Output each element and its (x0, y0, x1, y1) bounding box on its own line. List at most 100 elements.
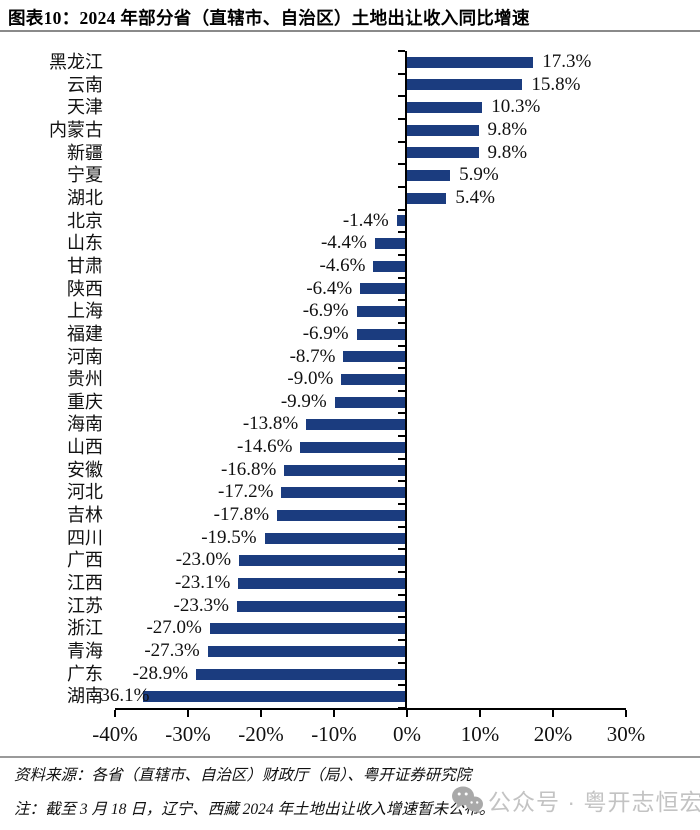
y-axis-tick (398, 684, 405, 687)
y-axis-tick (398, 208, 405, 211)
y-axis-tick (398, 389, 405, 392)
category-label: 黑龙江 (49, 52, 103, 72)
value-label: -16.8% (220, 458, 277, 480)
figure-title: 图表10：2024 年部分省（直辖市、自治区）土地出让收入同比增速 (8, 8, 530, 28)
value-label: 15.8% (531, 73, 581, 95)
bar (343, 351, 407, 363)
x-axis-tick (333, 710, 335, 717)
x-axis-tick-label: -40% (92, 722, 138, 746)
y-axis-tick (398, 593, 405, 596)
category-label: 安徽 (67, 459, 103, 480)
y-axis-tick (398, 344, 405, 347)
y-axis-tick (398, 163, 405, 166)
category-label: 云南 (67, 74, 103, 95)
value-label: -19.5% (201, 526, 257, 548)
bar (407, 79, 523, 91)
bar (356, 328, 407, 340)
x-axis-tick (625, 710, 627, 717)
x-axis-tick (552, 710, 554, 717)
bar (238, 577, 407, 589)
x-axis-tick (114, 710, 116, 717)
bar (236, 600, 407, 612)
value-label: 9.8% (487, 118, 528, 140)
category-label: 宁夏 (67, 165, 103, 186)
value-label: -9.9% (280, 390, 327, 412)
bar (341, 374, 407, 385)
bar (373, 260, 407, 272)
watermark: 公众号 · 粤开志恒宏观 (450, 783, 700, 817)
value-label: -27.3% (144, 640, 200, 662)
y-axis-tick (398, 503, 405, 506)
x-axis-tick (479, 710, 481, 717)
category-label: 北京 (67, 210, 103, 231)
y-axis-tick (398, 367, 405, 370)
y-axis-tick (398, 185, 405, 188)
wechat-icon (450, 785, 484, 815)
x-axis-tick-label: -10% (311, 722, 357, 746)
value-label: -8.7% (289, 345, 336, 367)
y-axis-tick (398, 231, 405, 234)
x-axis-tick-label: 10% (460, 722, 500, 746)
x-axis-tick (260, 710, 262, 717)
bar (334, 396, 407, 408)
x-axis-tick (406, 710, 408, 717)
y-axis-tick (398, 525, 405, 528)
category-label: 山东 (67, 233, 103, 254)
value-label: -23.1% (174, 572, 231, 594)
category-label: 广东 (67, 663, 103, 684)
bar (196, 668, 407, 680)
bar (360, 283, 407, 295)
value-label: -1.4% (342, 209, 389, 231)
bar (407, 192, 447, 204)
x-axis-tick-label: -30% (165, 722, 211, 746)
x-axis-tick-label: 30% (606, 722, 646, 746)
category-label: 内蒙古 (49, 119, 103, 140)
value-label: -4.6% (319, 254, 366, 276)
category-label: 湖北 (67, 187, 103, 208)
category-label: 福建 (67, 323, 103, 344)
category-label: 江西 (67, 573, 103, 594)
bar (277, 509, 407, 521)
bar (407, 170, 451, 182)
value-label: -17.2% (218, 481, 274, 503)
value-label: -6.9% (302, 322, 349, 344)
bar (281, 487, 407, 499)
x-axis-tick-label: -20% (238, 722, 284, 746)
y-axis-tick (398, 571, 405, 574)
y-axis-tick (398, 480, 405, 483)
category-label: 吉林 (67, 505, 103, 526)
category-label: 江苏 (67, 595, 103, 616)
category-label: 上海 (67, 301, 103, 322)
y-axis-line (405, 51, 407, 710)
value-label: -4.4% (320, 232, 367, 254)
bar (239, 555, 407, 567)
y-axis-tick (398, 548, 405, 551)
bar (284, 464, 407, 476)
y-axis-tick (398, 616, 405, 619)
value-label: 5.4% (455, 186, 495, 208)
watermark-text: 公众号 · 粤开志恒宏观 (488, 789, 700, 815)
category-label: 天津 (67, 97, 103, 118)
bar (407, 56, 534, 68)
bar (264, 532, 407, 544)
bar (207, 645, 407, 657)
footer-divider (0, 756, 700, 758)
bar (356, 306, 407, 318)
x-axis-tick-label: 0% (393, 722, 421, 746)
value-label: -17.8% (213, 504, 270, 526)
source-note: 资料来源：各省（直辖市、自治区）财政厅（局）、粤开证券研究院 (14, 767, 472, 784)
bar (396, 215, 407, 227)
value-label: -13.8% (242, 413, 299, 435)
category-label: 重庆 (67, 391, 103, 412)
bar (306, 419, 407, 431)
y-axis-tick (398, 50, 405, 52)
value-label: 10.3% (491, 96, 541, 118)
y-axis-tick (398, 321, 405, 324)
x-axis-tick-label: 20% (533, 722, 573, 746)
category-label: 浙江 (67, 618, 103, 639)
y-axis-tick (398, 412, 405, 415)
bar-chart-plot-area: 黑龙江 17.3% 云南 15.8% 天津 10.3% 内蒙古 9.8% 新疆 9.8% 宁夏 5.9… (49, 50, 646, 746)
value-label: -6.9% (302, 300, 349, 322)
value-label: 5.9% (459, 164, 499, 186)
y-axis-tick (398, 276, 405, 279)
